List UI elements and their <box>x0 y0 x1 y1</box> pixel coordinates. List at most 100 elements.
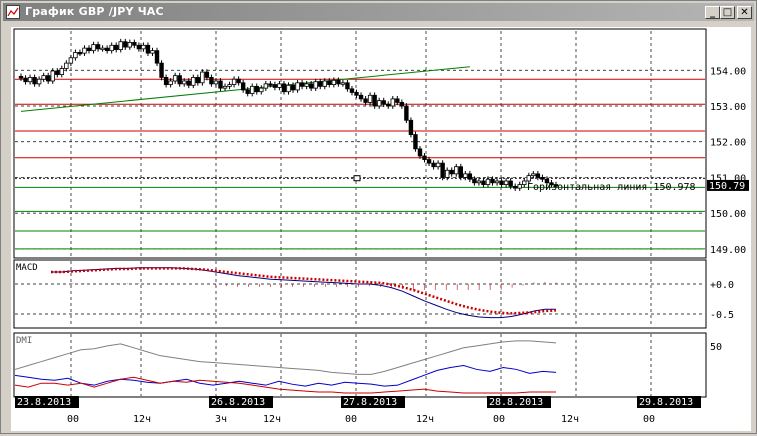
candle-body <box>472 178 477 184</box>
candle-body <box>499 180 504 185</box>
hour-label: 00 <box>493 414 505 425</box>
date-label: 27.8.2013 <box>343 397 397 408</box>
dmi-minus-line <box>14 376 556 394</box>
date-badge <box>341 396 405 408</box>
minimize-button[interactable]: _ <box>705 6 720 19</box>
candle-body <box>404 105 409 121</box>
close-icon: ✕ <box>740 7 749 18</box>
candle-body <box>327 80 332 85</box>
candle-body <box>277 83 282 88</box>
candle-body <box>526 175 531 182</box>
candle-body <box>46 75 51 82</box>
candle-body <box>159 62 164 78</box>
candle-body <box>508 180 513 187</box>
candle-body <box>272 84 278 88</box>
candle-body <box>422 155 427 160</box>
candle-body <box>209 77 214 85</box>
window-title: График GBP /JPY ЧАС <box>25 5 164 18</box>
candle-body <box>73 52 78 59</box>
candle-body <box>145 44 151 54</box>
candle-body <box>318 81 323 87</box>
candle-body <box>68 57 74 64</box>
candle-body <box>354 92 359 96</box>
price-tick: 151.00 <box>710 173 746 184</box>
candle-body <box>290 84 296 91</box>
dmi-series <box>14 340 557 394</box>
candles[interactable] <box>18 38 559 191</box>
candle-body <box>177 75 182 85</box>
dmi-adx-line <box>14 340 557 375</box>
candle-body <box>454 166 459 175</box>
candle-body <box>481 180 486 185</box>
candle-body <box>141 44 146 50</box>
hour-label: 12ч <box>561 414 579 425</box>
dmi-tick: 50 <box>710 342 722 353</box>
candle-body <box>100 47 105 51</box>
close-button[interactable]: ✕ <box>737 6 752 19</box>
candle-body <box>218 80 223 89</box>
candle-body <box>163 77 169 85</box>
candle-body <box>535 173 541 178</box>
candle-body <box>304 83 309 87</box>
date-label: 28.8.2013 <box>489 397 543 408</box>
candle-body <box>540 177 545 180</box>
candle-body <box>358 94 364 100</box>
candle-body <box>308 83 314 89</box>
candle-body <box>345 82 350 90</box>
candle-body <box>182 80 187 85</box>
macd-tick: +0.0 <box>710 280 734 291</box>
candle-body <box>463 173 468 178</box>
date-badge <box>637 396 701 408</box>
candle-body <box>322 80 327 87</box>
candle-body <box>331 79 337 85</box>
chart-svg[interactable]: 154.00 153.00 152.00 151.00 150.00 149.0… <box>11 27 751 431</box>
candle-body <box>132 42 137 46</box>
candle-body <box>222 85 228 89</box>
horizontal-line-label: Горизонтальная линия 150.978 <box>527 182 696 193</box>
candle-body <box>313 81 318 89</box>
candle-body <box>123 41 128 48</box>
price-tick: 152.00 <box>710 138 746 149</box>
candle-body <box>250 85 255 94</box>
candle-body <box>381 100 386 105</box>
candle-body <box>417 148 423 157</box>
candle-body <box>553 184 559 187</box>
title-bar[interactable]: График GBP /JPY ЧАС _ □ ✕ <box>3 3 754 21</box>
horizontal-line-handle[interactable] <box>353 175 361 182</box>
candle-body <box>41 75 46 80</box>
candle-body <box>376 100 382 107</box>
price-tick: 153.00 <box>710 102 746 113</box>
candle-body <box>431 162 436 168</box>
macd-panel[interactable] <box>13 259 707 329</box>
price-tick: 150.00 <box>710 209 746 220</box>
candle-body <box>245 89 250 94</box>
dmi-plus-line <box>14 364 557 387</box>
minimize-icon: _ <box>710 7 715 18</box>
candle-body <box>522 180 527 185</box>
candle-body <box>299 82 305 87</box>
candle-body <box>200 71 205 84</box>
candle-body <box>485 178 491 185</box>
chart-app-icon <box>6 5 20 19</box>
candle-body <box>544 178 550 184</box>
candle-body <box>86 47 92 52</box>
candle-body <box>240 82 246 91</box>
candle-body <box>295 82 300 91</box>
candle-body <box>408 119 414 135</box>
hour-label: 12ч <box>416 414 434 425</box>
candle-body <box>549 182 554 185</box>
hour-label: 12ч <box>263 414 281 425</box>
candle-body <box>236 78 241 84</box>
candle-body <box>195 77 201 84</box>
date-axis: 23.8.2013 26.8.2013 27.8.2013 28.8.2013 … <box>15 396 701 408</box>
candle-body <box>172 75 178 82</box>
date-badge <box>209 396 273 408</box>
dmi-panel[interactable] <box>13 332 707 398</box>
candle-body <box>517 184 522 189</box>
price-panel[interactable] <box>13 28 707 259</box>
maximize-button[interactable]: □ <box>720 6 735 19</box>
candle-body <box>18 75 24 79</box>
chart-area[interactable]: 154.00 153.00 152.00 151.00 150.00 149.0… <box>11 27 751 431</box>
macd-tick: -0.5 <box>710 310 734 321</box>
candle-body <box>372 94 377 107</box>
